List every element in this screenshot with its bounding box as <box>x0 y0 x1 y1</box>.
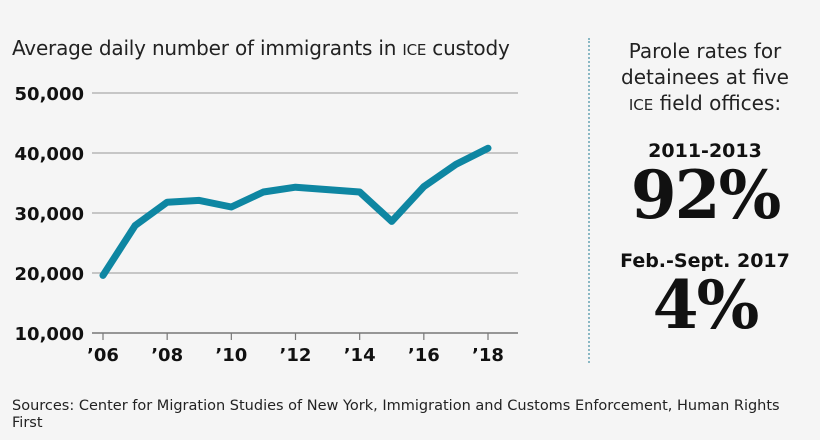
chart-title: Average daily number of immigrants in IC… <box>12 36 510 60</box>
parole-title-line: Parole rates for <box>628 39 782 63</box>
title-text: Average daily number of immigrants in <box>12 36 403 60</box>
title-text-end: custody <box>426 36 510 60</box>
y-tick-label: 20,000 <box>15 264 84 285</box>
x-tick-label: ’08 <box>151 345 183 366</box>
y-tick-label: 30,000 <box>15 204 84 225</box>
x-tick-label: ’10 <box>215 345 247 366</box>
divider <box>588 38 590 363</box>
x-tick-label: ’06 <box>87 345 119 366</box>
parole-title-ice: ICE <box>628 96 654 114</box>
title-ice: ICE <box>402 41 427 59</box>
x-tick-label: ’14 <box>344 345 376 366</box>
parole-title-text: field offices: <box>653 91 782 115</box>
parole-title: Parole rates for detainees at five ICE f… <box>600 38 810 118</box>
line-chart: 10,000 20,000 30,000 40,000 50,000 ’06 ’08 ’10 ’… <box>15 84 518 366</box>
x-tick-label: ’18 <box>472 345 504 366</box>
period-label: Feb.-Sept. 2017 <box>620 250 790 272</box>
parole-panel: Parole rates for detainees at five ICE f… <box>600 38 810 338</box>
parole-title-line: detainees at five <box>621 65 789 89</box>
y-tick-label: 50,000 <box>15 84 84 105</box>
parole-title-line: ICE field offices: <box>600 90 810 118</box>
x-tick-label: ’16 <box>408 345 440 366</box>
x-tick-label: ’12 <box>280 345 312 366</box>
parole-rate: 92% <box>630 156 782 234</box>
y-tick-label: 10,000 <box>15 324 84 345</box>
data-line <box>99 144 492 279</box>
source-note: Sources: Center for Migration Studies of… <box>12 398 780 431</box>
y-tick-label: 40,000 <box>15 144 84 165</box>
period-label: 2011-2013 <box>648 140 762 162</box>
parole-rate: 4% <box>652 266 760 344</box>
